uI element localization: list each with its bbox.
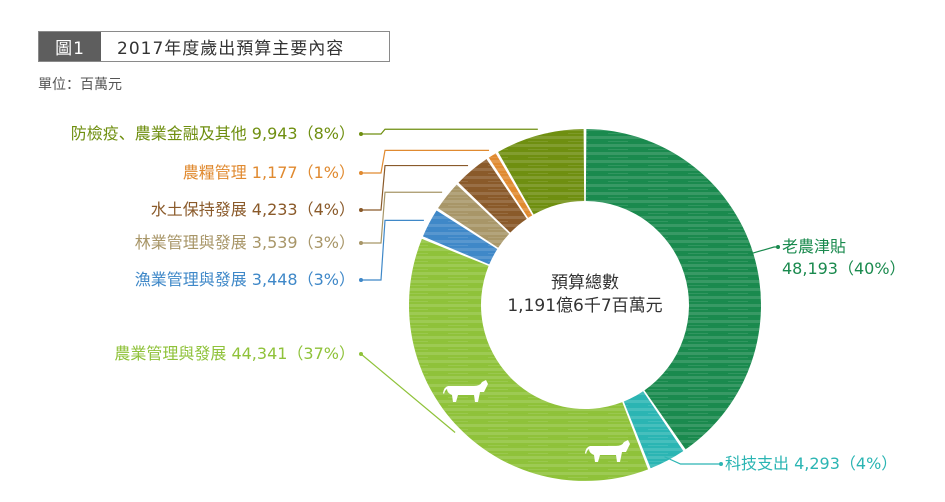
- slice-labels: 老農津貼 48,193（40%） 科技支出 4,293（4%） 農業管理與發展 44,…: [71, 124, 906, 473]
- figure-header: 圖1 2017年度歲出預算主要內容: [38, 31, 390, 62]
- leader-dot-0: [776, 245, 780, 249]
- leader-lines: [359, 128, 780, 466]
- slice-texture-2: [409, 238, 649, 482]
- cow-icon: [585, 440, 630, 462]
- leader-line-4: [361, 191, 443, 244]
- slice-label-0: 老農津貼 48,193（40%）: [782, 237, 906, 278]
- leader-dot-1: [719, 462, 723, 466]
- leader-line-5: [361, 164, 469, 211]
- figure-tag: 圖1: [39, 32, 101, 61]
- slice-texture-5: [458, 159, 527, 233]
- slice-texture-1: [623, 391, 684, 469]
- slice-label-7: 防檢疫、農業金融及其他 9,943（8%）: [71, 124, 355, 143]
- cow-icon: [443, 380, 488, 402]
- leader-line-0: [751, 246, 778, 255]
- center-value: 1,191億6千7百萬元: [507, 296, 662, 316]
- leader-line-1: [664, 456, 721, 465]
- leader-dot-2: [359, 352, 363, 356]
- slice-label-2: 農業管理與發展 44,341（37%）: [114, 344, 355, 363]
- leader-line-7: [361, 128, 538, 135]
- slice-texture-6: [488, 153, 533, 218]
- chart-title: 2017年度歲出預算主要內容: [117, 39, 345, 59]
- stripe-overlay: [409, 129, 761, 482]
- slice-value-0: 48,193（40%）: [782, 259, 906, 278]
- slice-name-0: 老農津貼: [782, 237, 846, 256]
- decorations: [443, 380, 630, 462]
- slice-label-6: 農糧管理 1,177（1%）: [183, 163, 355, 182]
- leader-line-6: [361, 149, 490, 174]
- leader-line-2: [360, 353, 456, 433]
- leader-dot-3: [359, 278, 363, 282]
- slice-label-1: 科技支出 4,293（4%）: [725, 454, 897, 473]
- leader-dot-6: [359, 171, 363, 175]
- slice-texture-4: [438, 184, 510, 248]
- slice-texture-7: [498, 129, 585, 215]
- slice-label-3: 漁業管理與發展 3,448（3%）: [135, 270, 355, 289]
- slice-texture-0: [585, 129, 761, 450]
- leader-dot-4: [359, 241, 363, 245]
- unit-label: 單位：百萬元: [38, 77, 122, 93]
- slice-label-4: 林業管理與發展 3,539（3%）: [135, 233, 355, 252]
- center-title: 預算總數: [551, 273, 619, 293]
- slice-label-5: 水土保持發展 4,233（4%）: [151, 200, 355, 219]
- leader-dot-5: [359, 208, 363, 212]
- leader-dot-7: [359, 132, 363, 136]
- slice-texture-3: [422, 210, 498, 265]
- leader-line-3: [361, 219, 424, 281]
